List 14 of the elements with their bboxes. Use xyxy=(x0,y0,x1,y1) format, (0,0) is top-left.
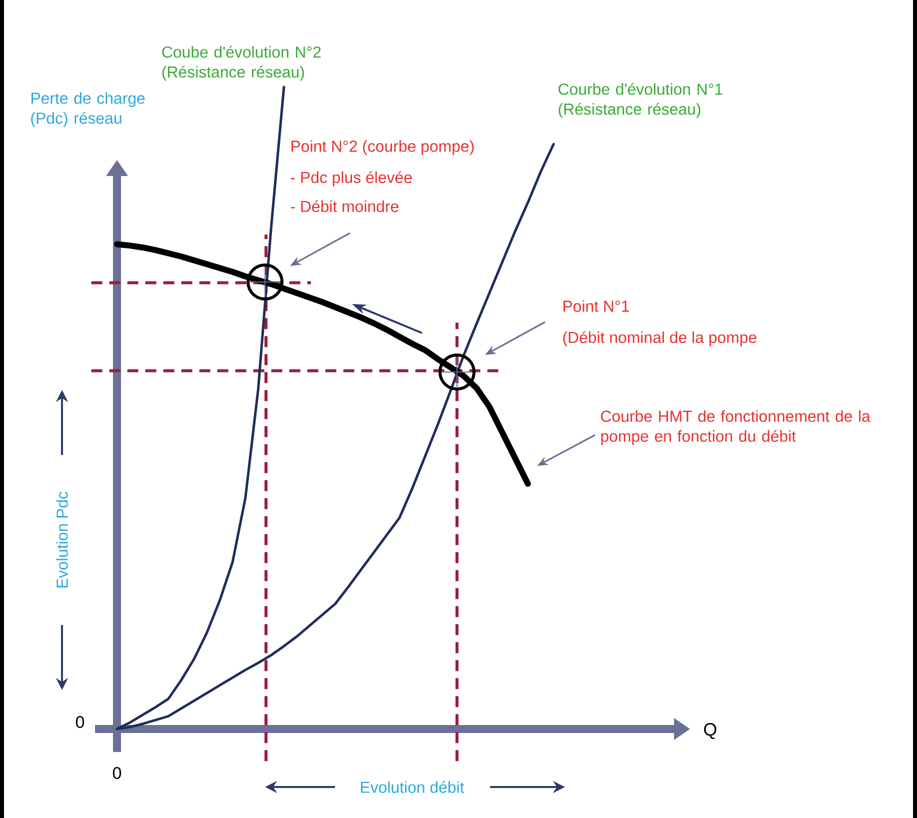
annotation: - Pdc plus élevée xyxy=(290,171,412,186)
annotation: - Débit moindre xyxy=(290,200,398,212)
text: Q xyxy=(704,723,716,739)
text: Evolution débit xyxy=(361,781,464,793)
y-axis-title: Perte de charge (Pdc) réseau xyxy=(31,92,145,127)
series-label: Courbe d'évolution N°1 (Résistance réseau) xyxy=(558,82,722,118)
annotation: Point N°2 (courbe pompe) xyxy=(292,140,474,156)
text: 0 xyxy=(112,767,122,780)
text: (Débit nominal de la pompe xyxy=(563,331,756,346)
text: 0 xyxy=(76,716,84,728)
text: Point N°1 xyxy=(564,300,629,312)
text: Courbe HMT de fonctionnement de la pompe en fonction du débit xyxy=(601,410,870,445)
text: Coube d'évolution N°2 (Résistance réseau) xyxy=(162,46,321,81)
text: Evolution Pdc xyxy=(56,492,68,588)
